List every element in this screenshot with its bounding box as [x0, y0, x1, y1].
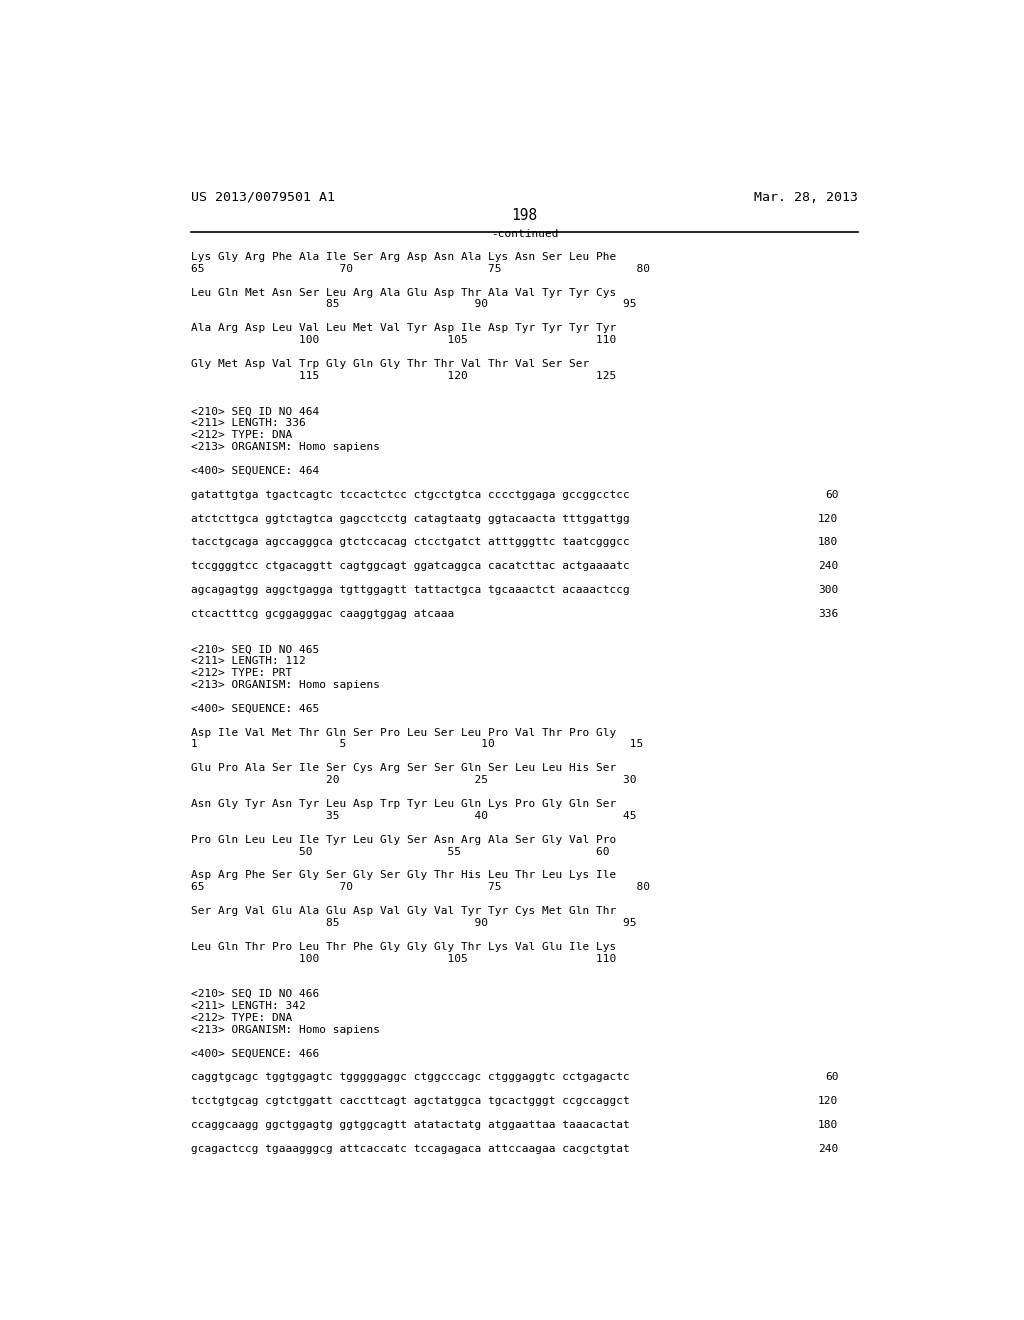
Text: <400> SEQUENCE: 466: <400> SEQUENCE: 466: [191, 1048, 319, 1059]
Text: Asp Ile Val Met Thr Gln Ser Pro Leu Ser Leu Pro Val Thr Pro Gly: Asp Ile Val Met Thr Gln Ser Pro Leu Ser …: [191, 727, 616, 738]
Text: Leu Gln Met Asn Ser Leu Arg Ala Glu Asp Thr Ala Val Tyr Tyr Cys: Leu Gln Met Asn Ser Leu Arg Ala Glu Asp …: [191, 288, 616, 297]
Text: 20                    25                    30: 20 25 30: [191, 775, 637, 785]
Text: Asp Arg Phe Ser Gly Ser Gly Ser Gly Thr His Leu Thr Leu Lys Ile: Asp Arg Phe Ser Gly Ser Gly Ser Gly Thr …: [191, 870, 616, 880]
Text: <213> ORGANISM: Homo sapiens: <213> ORGANISM: Homo sapiens: [191, 1024, 381, 1035]
Text: Gly Met Asp Val Trp Gly Gln Gly Thr Thr Val Thr Val Ser Ser: Gly Met Asp Val Trp Gly Gln Gly Thr Thr …: [191, 359, 590, 368]
Text: Asn Gly Tyr Asn Tyr Leu Asp Trp Tyr Leu Gln Lys Pro Gly Gln Ser: Asn Gly Tyr Asn Tyr Leu Asp Trp Tyr Leu …: [191, 799, 616, 809]
Text: <213> ORGANISM: Homo sapiens: <213> ORGANISM: Homo sapiens: [191, 442, 381, 453]
Text: US 2013/0079501 A1: US 2013/0079501 A1: [191, 190, 336, 203]
Text: Pro Gln Leu Leu Ile Tyr Leu Gly Ser Asn Arg Ala Ser Gly Val Pro: Pro Gln Leu Leu Ile Tyr Leu Gly Ser Asn …: [191, 834, 616, 845]
Text: atctcttgca ggtctagtca gagcctcctg catagtaatg ggtacaacta tttggattgg: atctcttgca ggtctagtca gagcctcctg catagta…: [191, 513, 630, 524]
Text: 60: 60: [824, 490, 839, 500]
Text: gcagactccg tgaaagggcg attcaccatc tccagagaca attccaagaa cacgctgtat: gcagactccg tgaaagggcg attcaccatc tccagag…: [191, 1144, 630, 1154]
Text: <210> SEQ ID NO 465: <210> SEQ ID NO 465: [191, 644, 319, 655]
Text: 100                   105                   110: 100 105 110: [191, 953, 616, 964]
Text: 300: 300: [818, 585, 839, 595]
Text: <400> SEQUENCE: 465: <400> SEQUENCE: 465: [191, 704, 319, 714]
Text: 60: 60: [824, 1072, 839, 1082]
Text: agcagagtgg aggctgagga tgttggagtt tattactgca tgcaaactct acaaactccg: agcagagtgg aggctgagga tgttggagtt tattact…: [191, 585, 630, 595]
Text: <400> SEQUENCE: 464: <400> SEQUENCE: 464: [191, 466, 319, 477]
Text: Lys Gly Arg Phe Ala Ile Ser Arg Asp Asn Ala Lys Asn Ser Leu Phe: Lys Gly Arg Phe Ala Ile Ser Arg Asp Asn …: [191, 252, 616, 261]
Text: ccaggcaagg ggctggagtg ggtggcagtt atatactatg atggaattaa taaacactat: ccaggcaagg ggctggagtg ggtggcagtt atatact…: [191, 1119, 630, 1130]
Text: 240: 240: [818, 1144, 839, 1154]
Text: 65                    70                    75                    80: 65 70 75 80: [191, 882, 650, 892]
Text: ctcactttcg gcggagggac caaggtggag atcaaa: ctcactttcg gcggagggac caaggtggag atcaaa: [191, 609, 455, 619]
Text: <210> SEQ ID NO 464: <210> SEQ ID NO 464: [191, 407, 319, 417]
Text: 100                   105                   110: 100 105 110: [191, 335, 616, 345]
Text: Leu Gln Thr Pro Leu Thr Phe Gly Gly Gly Thr Lys Val Glu Ile Lys: Leu Gln Thr Pro Leu Thr Phe Gly Gly Gly …: [191, 941, 616, 952]
Text: Glu Pro Ala Ser Ile Ser Cys Arg Ser Ser Gln Ser Leu Leu His Ser: Glu Pro Ala Ser Ile Ser Cys Arg Ser Ser …: [191, 763, 616, 774]
Text: Ala Arg Asp Leu Val Leu Met Val Tyr Asp Ile Asp Tyr Tyr Tyr Tyr: Ala Arg Asp Leu Val Leu Met Val Tyr Asp …: [191, 323, 616, 333]
Text: gatattgtga tgactcagtc tccactctcc ctgcctgtca cccctggaga gccggcctcc: gatattgtga tgactcagtc tccactctcc ctgcctg…: [191, 490, 630, 500]
Text: 85                    90                    95: 85 90 95: [191, 917, 637, 928]
Text: <212> TYPE: PRT: <212> TYPE: PRT: [191, 668, 293, 678]
Text: tacctgcaga agccagggca gtctccacag ctcctgatct atttgggttc taatcgggcc: tacctgcaga agccagggca gtctccacag ctcctga…: [191, 537, 630, 548]
Text: <213> ORGANISM: Homo sapiens: <213> ORGANISM: Homo sapiens: [191, 680, 381, 690]
Text: 50                    55                    60: 50 55 60: [191, 846, 610, 857]
Text: -continued: -continued: [492, 228, 558, 239]
Text: tccggggtcc ctgacaggtt cagtggcagt ggatcaggca cacatcttac actgaaaatc: tccggggtcc ctgacaggtt cagtggcagt ggatcag…: [191, 561, 630, 572]
Text: 336: 336: [818, 609, 839, 619]
Text: Ser Arg Val Glu Ala Glu Asp Val Gly Val Tyr Tyr Cys Met Gln Thr: Ser Arg Val Glu Ala Glu Asp Val Gly Val …: [191, 906, 616, 916]
Text: <211> LENGTH: 342: <211> LENGTH: 342: [191, 1001, 306, 1011]
Text: <210> SEQ ID NO 466: <210> SEQ ID NO 466: [191, 989, 319, 999]
Text: 180: 180: [818, 537, 839, 548]
Text: tcctgtgcag cgtctggatt caccttcagt agctatggca tgcactgggt ccgccaggct: tcctgtgcag cgtctggatt caccttcagt agctatg…: [191, 1096, 630, 1106]
Text: <212> TYPE: DNA: <212> TYPE: DNA: [191, 430, 293, 441]
Text: <211> LENGTH: 336: <211> LENGTH: 336: [191, 418, 306, 429]
Text: 120: 120: [818, 1096, 839, 1106]
Text: 1                     5                    10                    15: 1 5 10 15: [191, 739, 644, 750]
Text: 35                    40                    45: 35 40 45: [191, 810, 637, 821]
Text: 115                   120                   125: 115 120 125: [191, 371, 616, 381]
Text: Mar. 28, 2013: Mar. 28, 2013: [754, 190, 858, 203]
Text: 65                    70                    75                    80: 65 70 75 80: [191, 264, 650, 273]
Text: <212> TYPE: DNA: <212> TYPE: DNA: [191, 1012, 293, 1023]
Text: 198: 198: [512, 207, 538, 223]
Text: 180: 180: [818, 1119, 839, 1130]
Text: 85                    90                    95: 85 90 95: [191, 300, 637, 309]
Text: <211> LENGTH: 112: <211> LENGTH: 112: [191, 656, 306, 667]
Text: 120: 120: [818, 513, 839, 524]
Text: 240: 240: [818, 561, 839, 572]
Text: caggtgcagc tggtggagtc tgggggaggc ctggcccagc ctgggaggtc cctgagactc: caggtgcagc tggtggagtc tgggggaggc ctggccc…: [191, 1072, 630, 1082]
